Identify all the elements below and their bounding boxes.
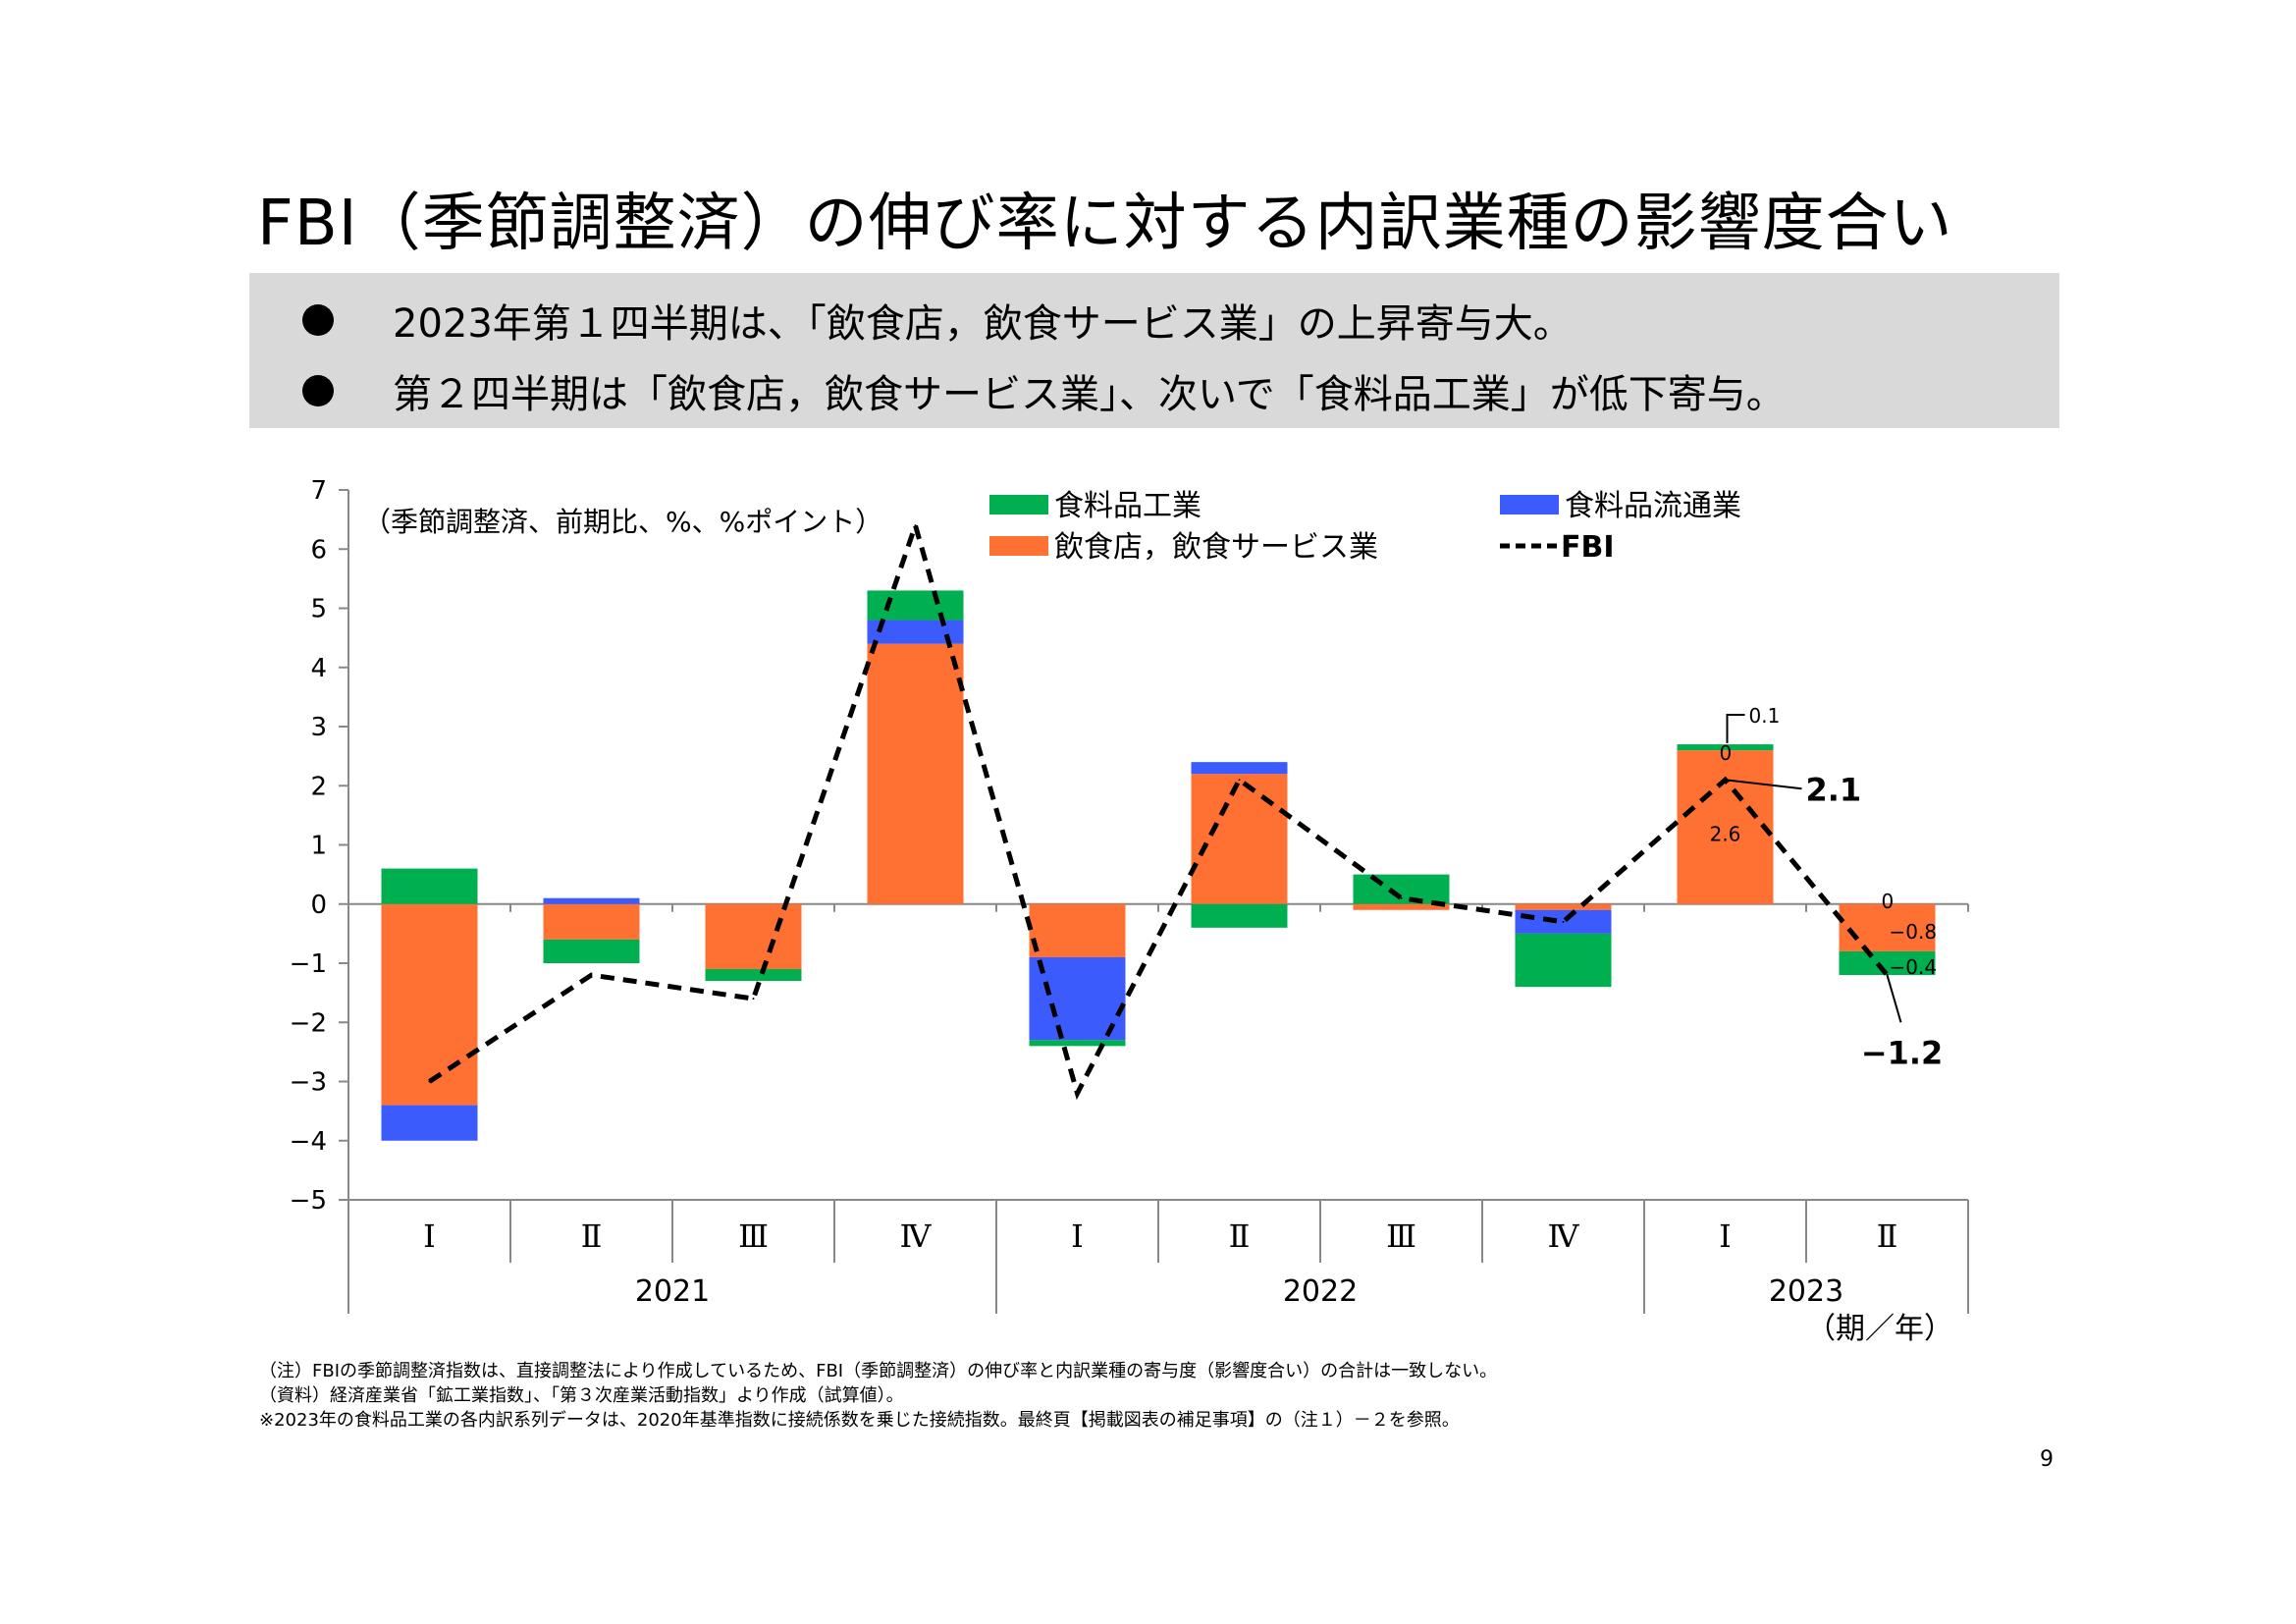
y-tick-label: 2 [310, 772, 327, 801]
bar-segment [1839, 950, 1936, 976]
fbi-line [428, 516, 1890, 1101]
fbi-line-layer [428, 516, 1890, 1101]
x-tick-label: Ⅲ [1386, 1218, 1416, 1255]
x-tick-label: Ⅳ [900, 1218, 933, 1255]
footnote: （資料）経済産業省「鉱工業指数」、「第３次産業活動指数」より作成（試算値）。 [259, 1385, 904, 1406]
y-tick-label: 4 [310, 654, 327, 683]
x-tick-label: Ⅰ [423, 1218, 436, 1255]
chart-subtitle: （季節調整済、前期比、%、%ポイント） [363, 506, 882, 538]
summary-text: 第２四半期は「飲食店，飲食サービス業」、次いで「食料品工業」が低下寄与。 [393, 372, 1786, 417]
bar-segment [381, 1105, 478, 1141]
fbi-data-label: 2.1 [1806, 771, 1862, 808]
y-tick-label: 3 [310, 713, 327, 742]
data-label: 0 [1720, 741, 1733, 765]
x-tick-label: Ⅲ [738, 1218, 769, 1255]
bar-segment [381, 903, 478, 1106]
label-leader [1725, 779, 1802, 790]
x-tick-label: Ⅰ [1719, 1218, 1732, 1255]
x-axis-label: （期／年） [1806, 1312, 1953, 1346]
bar-segment [543, 903, 640, 940]
x-tick-label: Ⅱ [1229, 1218, 1251, 1255]
legend-swatch [989, 495, 1048, 514]
bar-segment [543, 939, 640, 963]
bar-segment [1029, 1040, 1126, 1047]
bar-segment [867, 590, 964, 621]
footnote: （注）FBIの季節調整済指数は、直接調整法により作成しているため、FBI（季節調… [259, 1361, 1498, 1381]
fbi-point [914, 524, 917, 527]
bar-segment [1839, 903, 1936, 951]
fbi-point [1238, 779, 1241, 782]
bar-segment [1029, 903, 1126, 957]
chart-data-labels: 0.1 0 2.6 2.1 0 −0.8 −0.4 −1.2 [1710, 704, 1944, 1071]
bar-segment [1191, 762, 1288, 775]
bar-segment [1191, 774, 1288, 904]
fbi-point [1400, 896, 1403, 899]
bullet-icon [302, 304, 334, 336]
legend-label: 飲食店，飲食サービス業 [1054, 530, 1378, 565]
x-tick-label: Ⅱ [581, 1218, 603, 1255]
fbi-point [1562, 920, 1565, 923]
bar-segment [543, 897, 640, 904]
summary-item: 第２四半期は「飲食店，飲食サービス業」、次いで「食料品工業」が低下寄与。 [269, 361, 1786, 420]
y-tick-label: 6 [310, 535, 327, 565]
legend-label: 食料品工業 [1054, 489, 1201, 523]
bar-segment [1191, 903, 1288, 928]
label-leader [1726, 713, 1745, 743]
summary-text: 2023年第１四半期は、「飲食店，飲食サービス業」の上昇寄与大。 [393, 301, 1573, 347]
year-label: 2022 [1283, 1274, 1358, 1309]
chart-bars [381, 590, 1936, 1141]
fbi-point [590, 974, 593, 977]
year-label: 2021 [635, 1274, 710, 1309]
bar-segment [867, 643, 964, 904]
y-tick-label: −5 [290, 1186, 327, 1216]
fbi-point [1076, 1092, 1079, 1095]
bar-segment [1353, 903, 1450, 910]
x-tick-label: Ⅰ [1071, 1218, 1084, 1255]
legend-swatch [989, 536, 1048, 556]
bar-segment [1353, 874, 1450, 904]
data-label: 0.1 [1749, 704, 1781, 728]
page-number: 9 [2040, 1447, 2054, 1472]
data-label: −0.8 [1890, 920, 1938, 944]
data-label: −0.4 [1890, 955, 1938, 979]
x-tick-label: Ⅱ [1877, 1218, 1898, 1255]
label-leader [1886, 974, 1902, 1023]
legend-label: FBI [1561, 530, 1615, 565]
bar-segment [1677, 750, 1774, 904]
bullet-icon [302, 375, 334, 406]
bar-segment [705, 969, 802, 982]
x-tick-label: Ⅳ [1548, 1218, 1580, 1255]
fbi-point [752, 998, 755, 1001]
summary-item: 2023年第１四半期は、「飲食店，飲食サービス業」の上昇寄与大。 [269, 291, 1573, 350]
y-tick-label: 7 [310, 476, 327, 506]
y-tick-label: −2 [290, 1008, 327, 1038]
legend-label: 食料品流通業 [1565, 489, 1741, 523]
bar-segment [1515, 903, 1612, 910]
summary-box: 2023年第１四半期は、「飲食店，飲食サービス業」の上昇寄与大。 第２四半期は「… [249, 273, 2059, 428]
y-tick-label: −3 [290, 1068, 327, 1098]
footnote: ※2023年の食料品工業の各内訳系列データは、2020年基準指数に接続係数を乗じ… [259, 1410, 1460, 1431]
data-label: 0 [1882, 890, 1895, 913]
bar-segment [1677, 744, 1774, 751]
page-title: FBI（季節調整済）の伸び率に対する内訳業種の影響度合い [257, 188, 1953, 260]
fbi-data-label: −1.2 [1861, 1034, 1944, 1071]
y-tick-label: −4 [290, 1127, 327, 1157]
fbi-point [428, 1080, 431, 1083]
bar-segment [381, 868, 478, 904]
bar-segment [1515, 933, 1612, 988]
y-tick-label: −1 [290, 949, 327, 979]
footnotes: （注）FBIの季節調整済指数は、直接調整法により作成しているため、FBI（季節調… [259, 1359, 1497, 1433]
legend-swatch [1500, 495, 1559, 514]
y-tick-label: 0 [310, 891, 327, 920]
y-tick-label: 5 [310, 595, 327, 624]
y-tick-label: 1 [310, 832, 327, 861]
bar-segment [705, 903, 802, 970]
year-label: 2023 [1769, 1274, 1843, 1309]
data-label: 2.6 [1710, 822, 1741, 845]
